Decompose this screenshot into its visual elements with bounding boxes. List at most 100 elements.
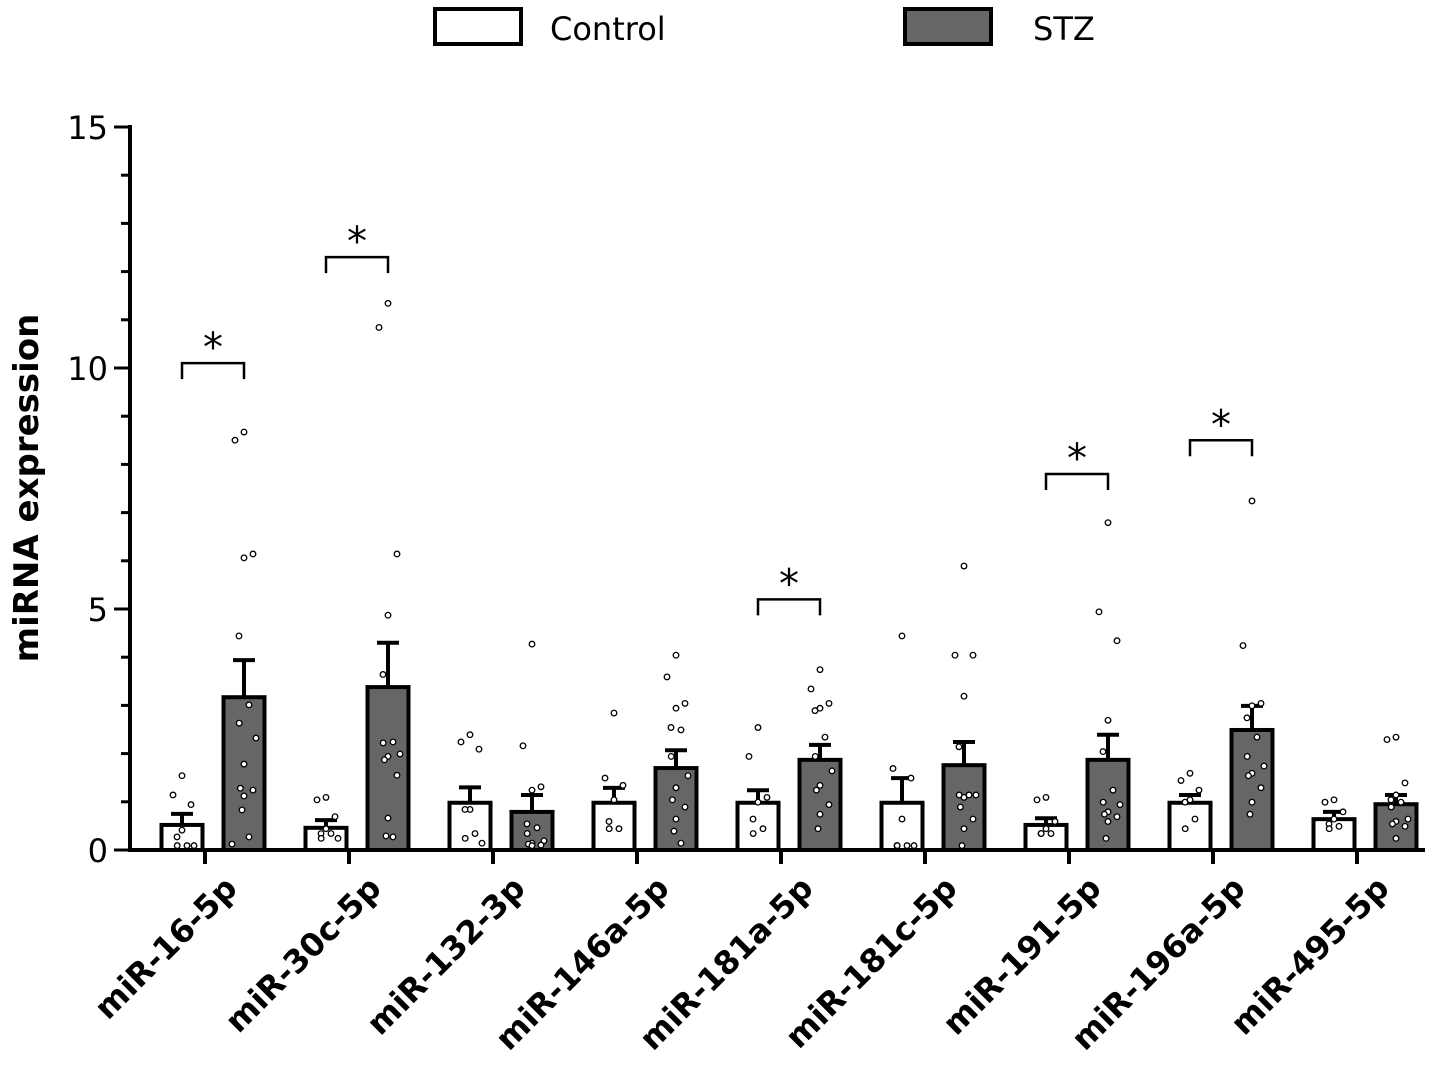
bar-stz-miR-146a-5p <box>653 766 699 852</box>
data-point <box>384 299 392 307</box>
data-point <box>384 814 392 822</box>
data-point <box>1239 642 1247 650</box>
data-point <box>749 815 757 823</box>
data-point <box>672 815 680 823</box>
data-point <box>1186 769 1194 777</box>
data-point <box>178 772 186 780</box>
data-point <box>663 673 671 681</box>
data-point <box>619 781 627 789</box>
data-point <box>1321 798 1329 806</box>
data-point <box>960 692 968 700</box>
data-point <box>240 792 248 800</box>
data-point <box>240 554 248 562</box>
bar-control-miR-16-5p <box>159 822 205 852</box>
data-point <box>375 323 383 331</box>
data-point <box>960 825 968 833</box>
data-point <box>667 752 675 760</box>
significance-star: * <box>203 325 223 371</box>
data-point <box>956 803 964 811</box>
data-point <box>1392 733 1400 741</box>
data-point <box>1392 791 1400 799</box>
data-point <box>1095 608 1103 616</box>
data-point <box>1033 796 1041 804</box>
data-point <box>478 839 486 847</box>
data-point <box>615 825 623 833</box>
data-point <box>910 842 918 850</box>
data-point <box>317 834 325 842</box>
data-point <box>825 801 833 809</box>
data-point <box>1248 497 1256 505</box>
data-point <box>1195 786 1203 794</box>
data-point <box>523 830 531 837</box>
data-point <box>958 842 966 850</box>
data-point <box>1397 798 1405 806</box>
data-point <box>245 833 253 841</box>
data-point <box>889 765 897 772</box>
data-point <box>1243 752 1251 760</box>
data-point <box>1243 714 1251 722</box>
data-point <box>393 771 401 779</box>
data-point <box>605 825 613 833</box>
data-point <box>173 842 181 850</box>
data-point <box>1246 810 1254 818</box>
data-point <box>816 781 824 789</box>
data-point <box>1051 818 1059 825</box>
significance-bracket <box>1044 472 1110 491</box>
data-point <box>1181 798 1189 806</box>
data-point <box>672 704 680 712</box>
significance-star: * <box>347 219 367 265</box>
significance-bracket <box>756 598 822 616</box>
data-point <box>1248 798 1256 806</box>
data-point <box>684 772 692 780</box>
data-point <box>393 550 401 558</box>
legend-label-control: Control <box>550 10 666 48</box>
bar-stz-miR-16-5p <box>221 695 267 852</box>
data-point <box>382 832 390 840</box>
data-point <box>389 738 397 746</box>
data-point <box>1104 818 1112 825</box>
data-point <box>461 805 469 813</box>
data-point <box>178 826 186 834</box>
data-point <box>814 825 822 833</box>
data-point <box>1099 798 1107 806</box>
data-point <box>519 742 527 750</box>
data-point <box>667 724 675 731</box>
data-point <box>169 791 177 799</box>
data-point <box>1104 519 1112 527</box>
data-point <box>1387 796 1395 804</box>
data-point <box>1260 762 1268 770</box>
data-point <box>610 709 618 717</box>
data-point <box>898 815 906 823</box>
data-point <box>907 774 915 782</box>
data-point <box>1339 808 1347 816</box>
data-point <box>898 632 906 640</box>
data-point <box>601 774 609 782</box>
bar-control-miR-495-5p <box>1311 817 1357 852</box>
data-point <box>528 786 536 794</box>
data-point <box>903 842 911 850</box>
bar-control-miR-181a-5p <box>735 800 781 852</box>
data-point <box>1257 784 1265 792</box>
data-point <box>245 701 253 709</box>
data-point <box>240 428 248 436</box>
data-point <box>235 632 243 640</box>
data-point <box>327 830 335 837</box>
data-point <box>1248 702 1256 710</box>
data-point <box>828 767 836 775</box>
data-point <box>672 651 680 659</box>
y-tick-label: 5 <box>88 591 108 629</box>
data-point <box>969 815 977 823</box>
data-point <box>1401 822 1409 830</box>
data-point <box>240 760 248 768</box>
data-point <box>379 739 387 747</box>
data-point <box>1113 637 1121 645</box>
data-point <box>811 707 819 715</box>
data-point <box>1330 815 1338 823</box>
significance-bracket <box>1188 439 1254 457</box>
data-point <box>228 840 236 848</box>
data-point <box>1387 803 1395 811</box>
data-point <box>1109 786 1117 794</box>
data-point <box>1042 825 1050 833</box>
data-point <box>969 651 977 659</box>
